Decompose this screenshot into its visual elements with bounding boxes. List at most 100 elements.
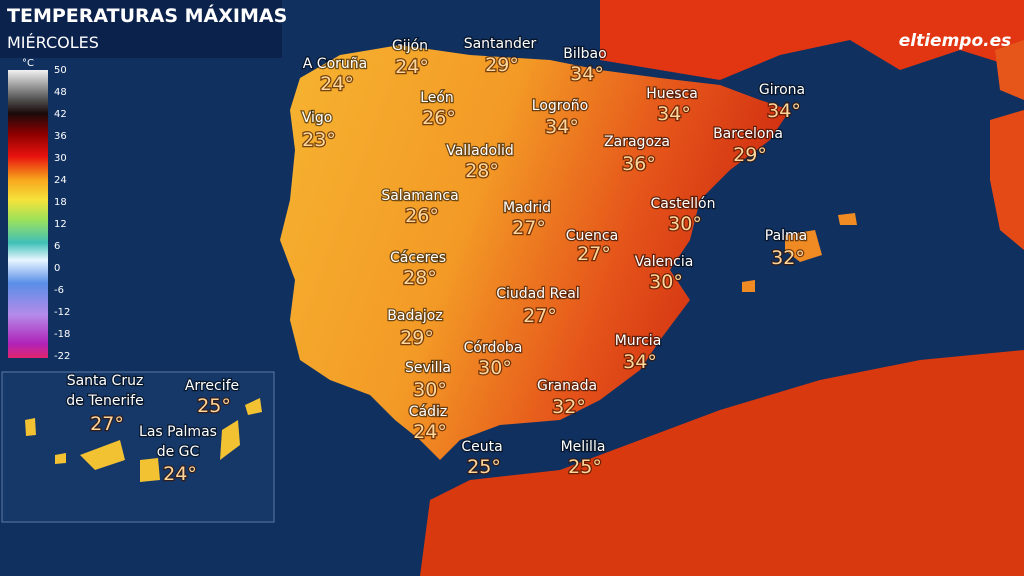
city-name: Huesca: [646, 86, 698, 102]
city-name: Ciudad Real: [496, 286, 580, 302]
city-name: Palma: [765, 228, 808, 244]
city-temp: 27°: [512, 217, 546, 239]
city-name: Murcia: [615, 333, 662, 349]
header-bg: [0, 0, 282, 58]
legend-label: 12: [54, 219, 67, 230]
city-temp: 34°: [767, 100, 801, 122]
city-name: Vigo: [302, 110, 333, 126]
africa: [420, 350, 1024, 576]
city-temp: 30°: [668, 213, 702, 235]
legend-label: -18: [54, 329, 70, 340]
city-temp: 24°: [320, 73, 354, 95]
title: TEMPERATURAS MÁXIMAS: [7, 4, 287, 27]
city-temp: 29°: [400, 327, 434, 349]
city-name: Valladolid: [446, 143, 514, 159]
city-temp: 23°: [302, 129, 336, 151]
city-temp: 27°: [523, 305, 557, 327]
legend-unit: °C: [22, 58, 34, 69]
city-temp: 26°: [422, 107, 456, 129]
city-name: Castellón: [651, 196, 716, 212]
legend-label: 18: [54, 197, 67, 208]
city-temp: 29°: [733, 144, 767, 166]
city-name: Girona: [759, 82, 805, 98]
city-name: de GC: [157, 444, 200, 460]
city-temp: 34°: [657, 103, 691, 125]
city-temp: 30°: [413, 379, 447, 401]
city-name: Bilbao: [563, 46, 606, 62]
legend-scale: [8, 70, 48, 358]
la-gomera: [55, 453, 66, 464]
city-temp: 24°: [395, 56, 429, 78]
city-name: Valencia: [635, 254, 694, 270]
city-temp: 28°: [403, 267, 437, 289]
city-temp: 30°: [478, 357, 512, 379]
gran-canaria: [140, 458, 160, 482]
city-name: Logroño: [532, 98, 588, 114]
city-name: Ceuta: [461, 439, 502, 455]
legend-label: -6: [54, 285, 64, 296]
fuerteventura: [220, 420, 240, 460]
city-temp: 34°: [623, 351, 657, 373]
city-name: Madrid: [503, 200, 551, 216]
legend-label: 0: [54, 263, 60, 274]
legend-label: 30: [54, 153, 67, 164]
iberia: [280, 45, 790, 460]
city-name: de Tenerife: [66, 393, 143, 409]
city-temp: 36°: [622, 153, 656, 175]
city-temp: 24°: [413, 421, 447, 443]
city-name: Cuenca: [566, 228, 618, 244]
city-temp: 34°: [570, 63, 604, 85]
city-name: Sevilla: [405, 360, 451, 376]
city-name: Cáceres: [390, 250, 446, 266]
city-name: León: [420, 90, 454, 106]
logo: eltiempo.es: [899, 31, 1012, 51]
city-temp: 34°: [545, 116, 579, 138]
city-temp: 27°: [577, 243, 611, 265]
tenerife: [80, 440, 125, 470]
city-temp: 32°: [771, 247, 805, 269]
city-name: Santander: [464, 36, 537, 52]
city-name: Zaragoza: [604, 134, 670, 150]
legend-label: 42: [54, 109, 67, 120]
city-name: Badajoz: [387, 308, 442, 324]
city-name: Salamanca: [381, 188, 458, 204]
ibiza: [742, 280, 755, 292]
city-name: A Coruña: [303, 56, 367, 72]
city-name: Granada: [537, 378, 597, 394]
subtitle: MIÉRCOLES: [7, 33, 99, 52]
legend-label: 6: [54, 241, 60, 252]
city-name: Gijón: [392, 38, 428, 54]
city-name: Arrecife: [185, 378, 239, 394]
legend-label: 24: [54, 175, 67, 186]
lanzarote: [245, 398, 262, 415]
legend-label: 50: [54, 65, 67, 76]
corsica: [995, 40, 1024, 100]
legend-label: 36: [54, 131, 67, 142]
la-palma: [25, 418, 36, 436]
city-name: Córdoba: [464, 340, 523, 356]
city-name: Santa Cruz: [67, 373, 144, 389]
city-temp: 25°: [467, 456, 501, 478]
legend-label: -12: [54, 307, 70, 318]
city-name: Las Palmas: [139, 424, 217, 440]
france: [600, 0, 1024, 80]
legend-label: 48: [54, 87, 67, 98]
city-temp: 24°: [163, 463, 197, 485]
city-temp: 30°: [649, 271, 683, 293]
city-temp: 28°: [465, 160, 499, 182]
city-temp: 27°: [90, 413, 124, 435]
city-temp: 32°: [552, 396, 586, 418]
city-temp: 25°: [568, 456, 602, 478]
city-temp: 26°: [405, 205, 439, 227]
city-temp: 25°: [197, 395, 231, 417]
legend-label: -22: [54, 351, 70, 362]
canary-islands: [25, 398, 262, 482]
city-temp: 29°: [485, 54, 519, 76]
menorca: [838, 213, 857, 225]
city-name: Barcelona: [713, 126, 783, 142]
sardinia: [990, 110, 1024, 250]
mallorca: [785, 230, 822, 262]
city-name: Melilla: [561, 439, 606, 455]
city-name: Cádiz: [409, 404, 447, 420]
